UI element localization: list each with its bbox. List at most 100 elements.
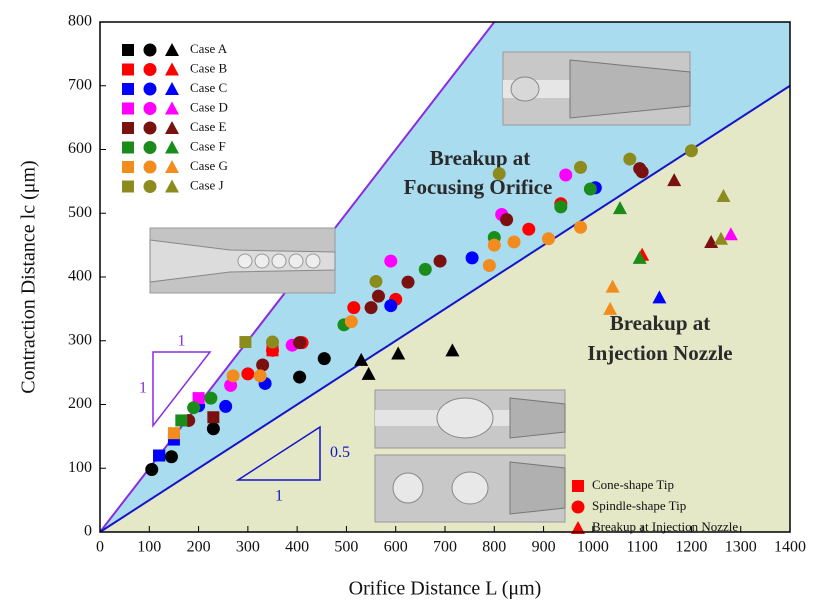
- x-tick-label: 900: [532, 539, 556, 556]
- x-tick-label: 1000: [577, 539, 609, 556]
- y-tick-label: 400: [68, 268, 92, 285]
- data-point: [204, 392, 217, 405]
- data-point: [636, 165, 649, 178]
- data-point: [239, 336, 251, 348]
- data-point: [187, 401, 200, 414]
- legend-marker: [144, 141, 157, 154]
- legend-label: Spindle-shape Tip: [592, 498, 686, 513]
- region-label: Focusing Orifice: [404, 175, 553, 199]
- legend-label: Case G: [190, 158, 228, 173]
- data-point: [522, 223, 535, 236]
- y-axis-title: Contraction Distance lc (μm): [18, 160, 40, 393]
- chart: 1110.5Breakup atFocusing OrificeBreakup …: [0, 0, 813, 608]
- data-point: [168, 427, 180, 439]
- x-tick-label: 400: [285, 539, 309, 556]
- data-point: [207, 422, 220, 435]
- data-point: [372, 290, 385, 303]
- data-point: [488, 239, 501, 252]
- x-tick-label: 500: [334, 539, 358, 556]
- legend-label: Case C: [190, 80, 227, 95]
- data-point: [153, 450, 165, 462]
- legend-marker: [165, 63, 179, 76]
- data-point: [419, 263, 432, 276]
- legend-marker: [144, 180, 157, 193]
- data-point: [574, 161, 587, 174]
- data-point: [370, 275, 383, 288]
- slope-run: 1: [275, 488, 283, 505]
- data-point: [254, 369, 267, 382]
- x-tick-label: 600: [384, 539, 408, 556]
- data-point: [227, 369, 240, 382]
- legend-marker: [122, 161, 134, 173]
- legend-marker: [144, 44, 157, 57]
- legend-label: Case A: [190, 41, 228, 56]
- y-tick-label: 800: [68, 13, 92, 30]
- legend-marker: [122, 181, 134, 193]
- data-point: [145, 463, 158, 476]
- x-tick-label: 1100: [626, 539, 657, 556]
- data-point: [493, 167, 506, 180]
- data-point: [685, 144, 698, 157]
- photo-inset: [375, 390, 565, 448]
- data-point: [219, 400, 232, 413]
- x-tick-label: 1300: [725, 539, 757, 556]
- legend-marker: [144, 83, 157, 96]
- data-point: [347, 301, 360, 314]
- data-point: [466, 251, 479, 264]
- data-point: [345, 315, 358, 328]
- data-point: [542, 232, 555, 245]
- x-tick-label: 300: [236, 539, 260, 556]
- legend-marker: [144, 161, 157, 174]
- data-point: [365, 301, 378, 314]
- legend-label: Case D: [190, 99, 228, 114]
- y-tick-label: 0: [84, 523, 92, 540]
- data-point: [554, 200, 567, 213]
- slope-rise: 0.5: [330, 444, 350, 461]
- region-label: Breakup at: [610, 311, 711, 335]
- slope-rise: 1: [139, 380, 147, 397]
- data-point: [584, 183, 597, 196]
- data-point: [207, 411, 219, 423]
- region-label: Injection Nozzle: [587, 341, 732, 365]
- data-point: [318, 352, 331, 365]
- legend-label: Cone-shape Tip: [592, 477, 674, 492]
- legend-marker: [165, 43, 179, 56]
- data-point: [402, 276, 415, 289]
- x-tick-label: 100: [137, 539, 161, 556]
- x-axis-title: Orifice Distance L (μm): [349, 578, 542, 600]
- legend-marker: [144, 102, 157, 115]
- photo-inset: [375, 455, 565, 522]
- x-tick-label: 800: [482, 539, 506, 556]
- data-point: [384, 299, 397, 312]
- y-tick-label: 300: [68, 331, 92, 348]
- data-point: [574, 221, 587, 234]
- x-tick-label: 700: [433, 539, 457, 556]
- legend-marker: [572, 480, 584, 492]
- legend-marker: [165, 102, 179, 115]
- legend-marker: [122, 103, 134, 115]
- y-tick-label: 100: [68, 459, 92, 476]
- legend-marker: [165, 121, 179, 134]
- legend-marker: [144, 122, 157, 135]
- data-point: [266, 336, 279, 349]
- data-point: [175, 414, 187, 426]
- data-point: [241, 367, 254, 380]
- y-tick-label: 600: [68, 140, 92, 157]
- data-point: [500, 213, 513, 226]
- data-point: [623, 153, 636, 166]
- data-point: [559, 169, 572, 182]
- legend-label: Case J: [190, 177, 224, 192]
- photo-inset: [150, 228, 335, 293]
- legend-marker: [122, 64, 134, 76]
- y-tick-label: 500: [68, 204, 92, 221]
- photo-inset: [503, 52, 690, 125]
- legend-marker: [122, 122, 134, 134]
- y-tick-label: 200: [68, 395, 92, 412]
- legend-marker: [165, 141, 179, 154]
- x-tick-label: 1400: [774, 539, 806, 556]
- data-point: [293, 371, 306, 384]
- data-point: [483, 259, 496, 272]
- data-point: [256, 358, 269, 371]
- data-point: [384, 255, 397, 268]
- legend-marker: [122, 83, 134, 95]
